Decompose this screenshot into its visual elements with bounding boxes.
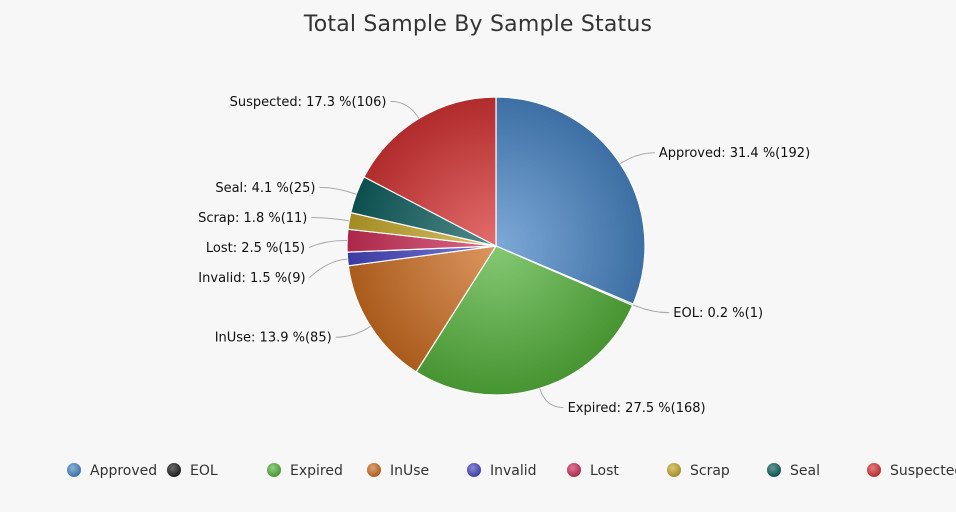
legend-item-invalid[interactable]: Invalid <box>467 463 537 479</box>
legend-item-suspected[interactable]: Suspected <box>867 463 956 479</box>
legend-label-scrap: Scrap <box>690 463 730 479</box>
legend-marker-eol <box>167 463 181 477</box>
data-label-lost: Lost: 2.5 %(15) <box>206 241 305 256</box>
legend-marker-lost <box>567 463 581 477</box>
legend-item-expired[interactable]: Expired <box>267 463 343 479</box>
pie-slice-approved[interactable] <box>495 96 646 305</box>
connector-expired <box>539 388 564 409</box>
legend-marker-expired <box>267 463 281 477</box>
legend-marker-approved <box>67 463 81 477</box>
legend: Approved EOL Expired InUse Invalid Lost Scrap S… <box>67 463 956 479</box>
data-label-scrap: Scrap: 1.8 %(11) <box>198 211 307 226</box>
legend-label-approved: Approved <box>90 463 157 479</box>
connector-seal <box>319 186 357 195</box>
data-label-invalid: Invalid: 1.5 %(9) <box>198 271 305 286</box>
legend-marker-scrap <box>667 463 681 477</box>
legend-marker-inuse <box>367 463 381 477</box>
data-label-eol: EOL: 0.2 %(1) <box>673 306 763 321</box>
data-label-suspected: Suspected: 17.3 %(106) <box>230 95 387 110</box>
legend-marker-seal <box>767 463 781 477</box>
pie-slice-inuse[interactable] <box>347 245 498 373</box>
data-label-inuse: InUse: 13.9 %(85) <box>215 331 332 346</box>
connector-inuse <box>335 325 371 338</box>
legend-item-eol[interactable]: EOL <box>167 463 218 479</box>
legend-label-invalid: Invalid <box>490 463 537 479</box>
chart-title: Total Sample By Sample Status <box>303 12 653 37</box>
legend-label-expired: Expired <box>290 463 343 479</box>
connector-lost <box>308 240 348 248</box>
legend-label-seal: Seal <box>790 463 820 479</box>
legend-label-suspected: Suspected <box>890 463 956 479</box>
data-label-approved: Approved: 31.4 %(192) <box>659 146 810 161</box>
legend-item-inuse[interactable]: InUse <box>367 463 429 479</box>
legend-item-scrap[interactable]: Scrap <box>667 463 730 479</box>
legend-marker-invalid <box>467 463 481 477</box>
connector-invalid <box>309 258 348 278</box>
legend-label-lost: Lost <box>590 463 619 479</box>
legend-label-eol: EOL <box>190 463 218 479</box>
legend-item-seal[interactable]: Seal <box>767 463 820 479</box>
connector-suspected <box>390 100 420 119</box>
legend-item-lost[interactable]: Lost <box>567 463 619 479</box>
legend-marker-suspected <box>867 463 881 477</box>
connector-eol <box>632 304 670 314</box>
connector-approved <box>619 152 655 165</box>
legend-item-approved[interactable]: Approved <box>67 463 157 479</box>
connector-scrap <box>311 217 350 222</box>
data-label-expired: Expired: 27.5 %(168) <box>568 401 706 416</box>
legend-label-inuse: InUse <box>390 463 429 479</box>
data-label-seal: Seal: 4.1 %(25) <box>215 181 315 196</box>
